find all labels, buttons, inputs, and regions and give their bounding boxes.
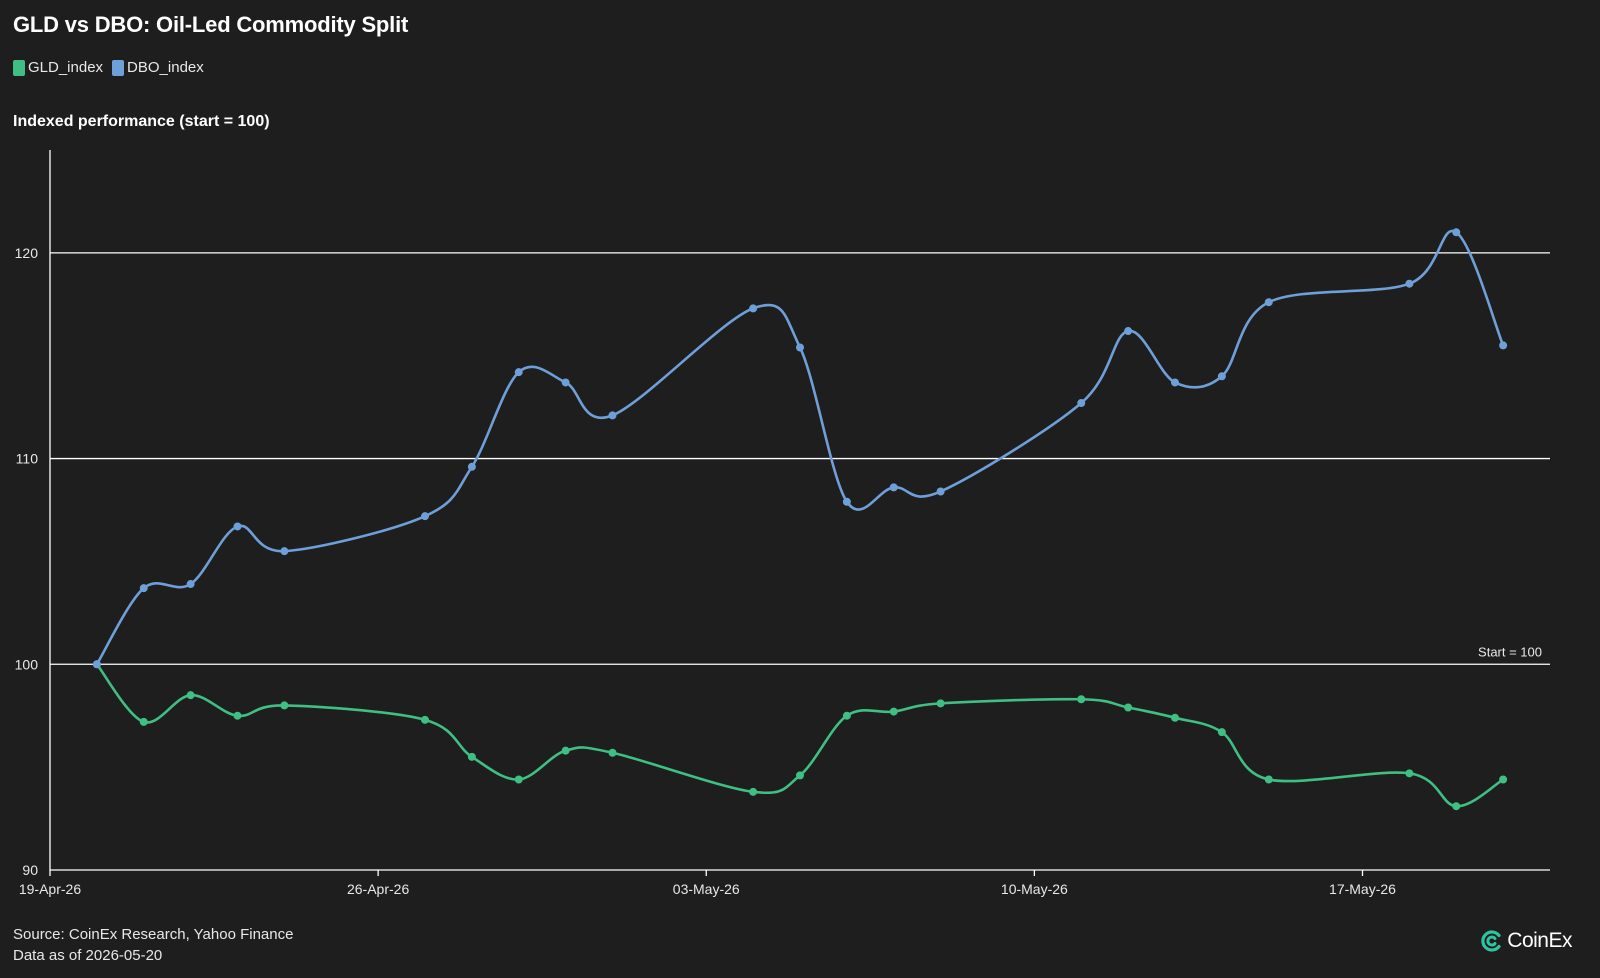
legend: GLD_index DBO_index (13, 59, 213, 76)
data-point-gld-index-4 (280, 701, 289, 710)
data-point-dbo-index-9 (608, 411, 617, 420)
data-point-dbo-index-18 (1217, 372, 1226, 381)
data-point-gld-index-13 (889, 707, 898, 716)
data-point-dbo-index-10 (749, 304, 758, 313)
data-point-gld-index-20 (1405, 769, 1414, 778)
data-point-dbo-index-20 (1405, 279, 1414, 288)
data-point-gld-index-19 (1264, 775, 1273, 784)
legend-label-dbo: DBO_index (127, 59, 204, 76)
data-point-dbo-index-2 (186, 580, 195, 589)
footer: Source: CoinEx Research, Yahoo Finance D… (13, 924, 293, 966)
x-tick-label-1: 26-Apr-26 (347, 881, 409, 897)
data-point-gld-index-21 (1452, 802, 1461, 811)
data-point-dbo-index-6 (467, 462, 476, 471)
data-point-gld-index-7 (514, 775, 523, 784)
data-point-dbo-index-1 (139, 584, 148, 593)
data-point-gld-index-22 (1499, 775, 1508, 784)
data-point-dbo-index-3 (233, 522, 242, 531)
coinex-logo-icon (1481, 930, 1501, 952)
data-point-gld-index-3 (233, 711, 242, 720)
x-tick-label-3: 10-May-26 (1001, 881, 1068, 897)
legend-item-dbo[interactable]: DBO_index (112, 59, 204, 76)
reference-line-label: Start = 100 (1478, 644, 1542, 659)
data-point-dbo-index-14 (936, 487, 945, 496)
data-point-gld-index-9 (608, 748, 617, 757)
data-point-gld-index-14 (936, 699, 945, 708)
data-point-dbo-index-16 (1124, 327, 1133, 336)
data-point-dbo-index-7 (514, 368, 523, 377)
x-tick-label-2: 03-May-26 (673, 881, 740, 897)
data-point-dbo-index-17 (1171, 378, 1179, 387)
data-point-dbo-index-22 (1499, 341, 1508, 350)
legend-swatch-dbo (112, 59, 125, 76)
line-chart: 90 100 110 120 19-Apr-26 26-Apr-26 03-May-26 10… (15, 150, 1550, 897)
data-point-gld-index-6 (467, 752, 476, 761)
legend-item-gld[interactable]: GLD_index (13, 59, 103, 76)
coinex-logo: CoinEx (1480, 929, 1572, 953)
data-point-dbo-index-4 (280, 547, 289, 556)
legend-swatch-gld (13, 59, 25, 76)
legend-label-gld: GLD_index (28, 59, 104, 76)
data-point-gld-index-16 (1124, 703, 1133, 712)
y-tick-label-120: 120 (15, 245, 39, 261)
data-point-dbo-index-0 (92, 660, 101, 669)
data-point-gld-index-15 (1077, 695, 1086, 704)
chart-subtitle: Indexed performance (start = 100) (13, 113, 270, 130)
data-point-dbo-index-11 (796, 343, 804, 352)
data-point-gld-index-1 (139, 717, 148, 726)
logo-text: CoinEx (1507, 929, 1572, 952)
y-tick-label-110: 110 (16, 451, 39, 467)
source-note: Source: CoinEx Research, Yahoo Finance (13, 926, 294, 943)
data-point-dbo-index-8 (561, 378, 570, 387)
data-point-dbo-index-19 (1264, 298, 1273, 307)
series-line-dbo-index (95, 229, 1505, 665)
data-asof-note: Data as of 2026-05-20 (13, 947, 163, 964)
data-point-dbo-index-12 (842, 497, 851, 506)
y-tick-label-100: 100 (15, 656, 39, 672)
x-tick-label-4: 17-May-26 (1329, 881, 1396, 897)
data-point-gld-index-8 (561, 746, 570, 755)
data-point-dbo-index-13 (889, 483, 898, 492)
data-point-gld-index-5 (421, 715, 429, 724)
data-point-gld-index-10 (749, 787, 758, 796)
data-point-gld-index-2 (186, 691, 195, 700)
series-line-gld-index (95, 663, 1504, 808)
data-point-gld-index-18 (1217, 728, 1226, 737)
data-point-gld-index-11 (796, 771, 804, 780)
y-tick-label-90: 90 (22, 862, 38, 878)
chart-title: GLD vs DBO: Oil-Led Commodity Split (13, 12, 409, 37)
x-tick-label-0: 19-Apr-26 (19, 881, 81, 897)
data-point-dbo-index-15 (1077, 399, 1086, 408)
data-point-gld-index-17 (1171, 713, 1179, 722)
data-point-dbo-index-21 (1452, 228, 1461, 237)
data-point-dbo-index-5 (421, 512, 429, 521)
data-point-gld-index-12 (842, 711, 851, 720)
